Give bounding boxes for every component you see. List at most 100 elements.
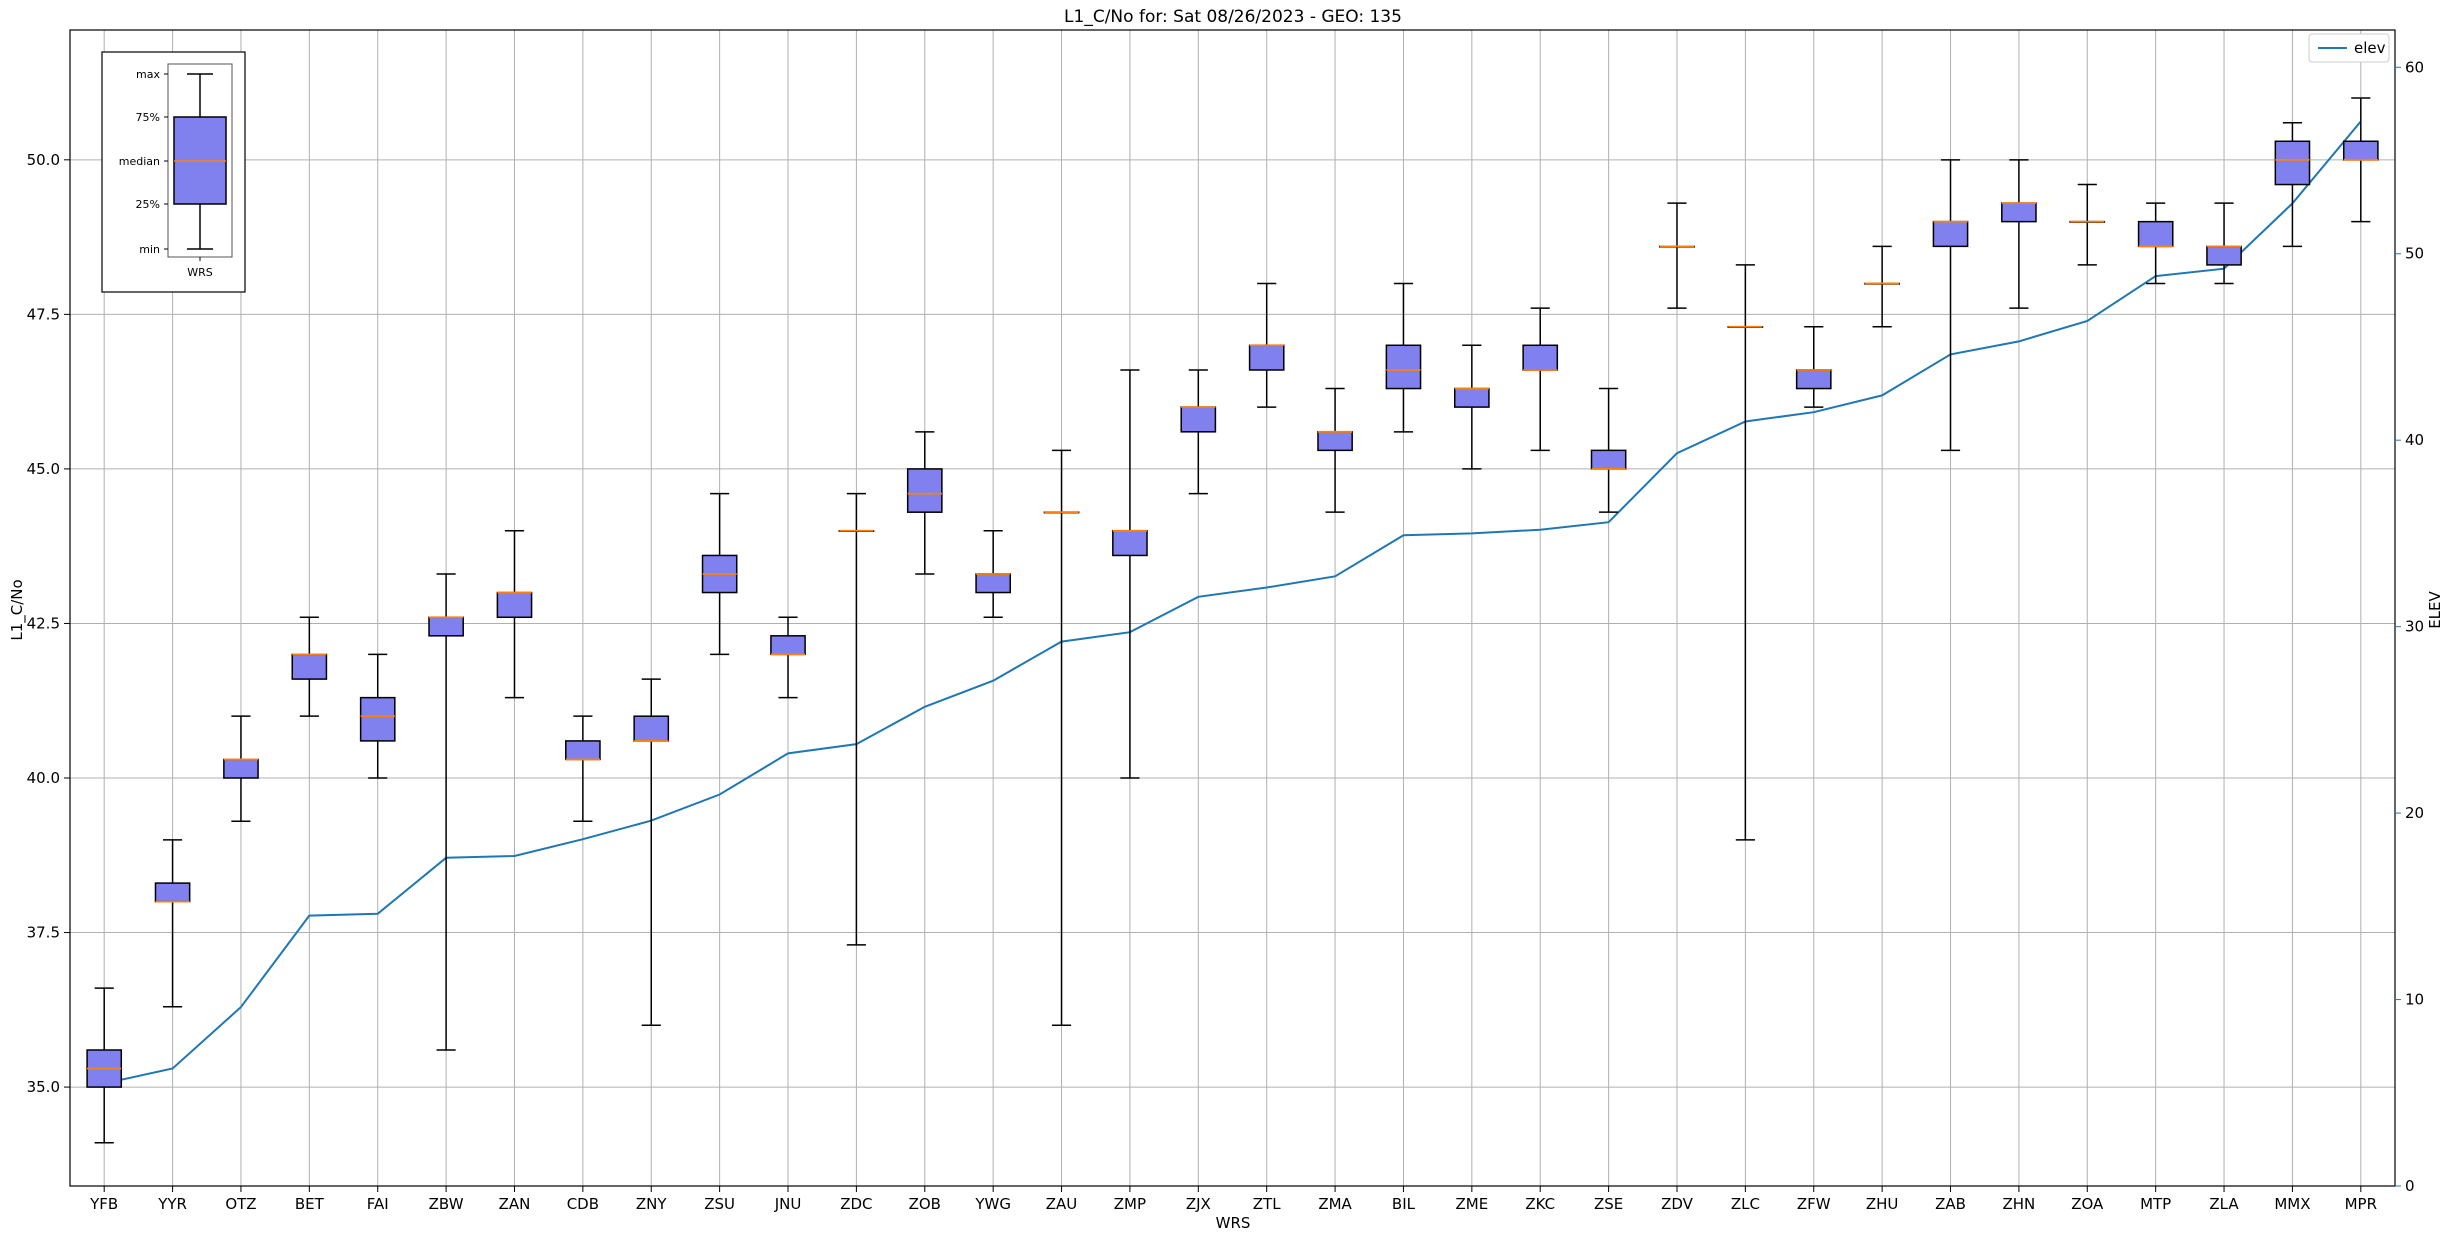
x-tick-label: ZDC — [840, 1195, 872, 1213]
box-ZLA — [2206, 202, 2242, 285]
box-CDB — [565, 715, 601, 823]
box-ZAU — [1043, 449, 1080, 1027]
box-body — [1795, 369, 1832, 390]
inset-label-max: max — [136, 68, 160, 81]
right-y-tick-label: 10 — [2405, 991, 2424, 1009]
y-tick-label: 45.0 — [27, 460, 60, 478]
inset-label-min: min — [139, 243, 160, 256]
x-tick-label: MMX — [2274, 1195, 2310, 1213]
box-ZOB — [906, 431, 943, 575]
right-y-tick-label: 20 — [2405, 804, 2424, 822]
box-FAI — [359, 653, 396, 779]
y-tick-label: 50.0 — [27, 151, 60, 169]
box-ZDV — [1659, 202, 1695, 309]
box-body — [906, 468, 943, 513]
box-ZHU — [1864, 245, 1900, 328]
box-body — [770, 635, 806, 656]
x-tick-label: OTZ — [225, 1195, 256, 1213]
box-body — [565, 740, 601, 761]
box-MMX — [2274, 121, 2311, 248]
box-BIL — [1385, 282, 1422, 433]
x-tick-label: JNU — [774, 1195, 802, 1213]
box-body — [2342, 140, 2379, 161]
x-tick-label: ZSU — [704, 1195, 735, 1213]
right-y-tick-label: 0 — [2405, 1177, 2415, 1195]
x-tick-label: ZFW — [1797, 1195, 1831, 1213]
box-body — [1590, 449, 1627, 470]
box-JNU — [770, 616, 806, 699]
x-axis-label: WRS — [1216, 1214, 1251, 1232]
box-ZMA — [1317, 387, 1353, 513]
x-tick-label: ZAN — [499, 1195, 531, 1213]
box-body — [496, 591, 533, 619]
box-body — [633, 715, 670, 742]
x-tick-label: ZAB — [1935, 1195, 1966, 1213]
box-ZLC — [1727, 264, 1764, 841]
box-body — [2137, 220, 2174, 248]
x-tick-label: YYR — [157, 1195, 187, 1213]
legend-label-elev: elev — [2354, 39, 2386, 57]
box-body — [1385, 344, 1422, 390]
inset-x-label: WRS — [187, 266, 213, 279]
box-body — [223, 758, 259, 779]
right-y-tick-label: 40 — [2405, 431, 2424, 449]
box-BET — [291, 616, 328, 717]
legend-frame — [2308, 33, 2390, 63]
x-tick-label: ZJX — [1186, 1195, 1211, 1213]
box-ZDC — [838, 492, 875, 946]
x-tick-label: ZLC — [1731, 1195, 1760, 1213]
box-ZKC — [1522, 307, 1559, 452]
box-body — [1522, 344, 1559, 371]
x-tick-label: ZOA — [2071, 1195, 2104, 1213]
box-ZSU — [701, 492, 738, 656]
x-tick-label: ZNY — [636, 1195, 667, 1213]
x-tick-label: YFB — [89, 1195, 118, 1213]
box-body — [1453, 387, 1490, 408]
box-YWG — [975, 529, 1012, 619]
box-body — [975, 573, 1012, 594]
x-tick-label: ZMA — [1318, 1195, 1352, 1213]
box-ZNY — [633, 678, 670, 1027]
x-tick-label: ZMP — [1114, 1195, 1146, 1213]
x-tick-label: ZHU — [1866, 1195, 1899, 1213]
box-body — [2001, 202, 2037, 223]
x-tick-label: ZBW — [429, 1195, 464, 1213]
box-body — [2206, 245, 2242, 266]
y-tick-label: 42.5 — [27, 614, 60, 632]
box-body — [1112, 529, 1148, 557]
box-OTZ — [223, 715, 259, 823]
box-ZTL — [1248, 282, 1285, 408]
y-tick-label: 40.0 — [27, 769, 60, 787]
box-ZAB — [1932, 159, 1969, 452]
right-y-axis-label: ELEV — [2426, 590, 2444, 628]
box-body — [1932, 220, 1969, 248]
x-tick-label: ZHN — [2003, 1195, 2036, 1213]
x-tick-label: ZLA — [2209, 1195, 2239, 1213]
box-body — [154, 882, 191, 903]
x-tick-label: YWG — [974, 1195, 1011, 1213]
box-body — [428, 616, 464, 637]
y-tick-label: 35.0 — [27, 1078, 60, 1096]
x-tick-label: ZDV — [1661, 1195, 1694, 1213]
chart-title: L1_C/No for: Sat 08/26/2023 - GEO: 135 — [1064, 7, 1402, 27]
box-ZHN — [2001, 159, 2037, 309]
box-ZAN — [496, 529, 533, 699]
plot-frame — [69, 29, 2396, 1187]
x-tick-label: BET — [295, 1195, 325, 1213]
inset-label-median: median — [119, 155, 160, 168]
box-YYR — [154, 839, 191, 1008]
x-tick-label: ZSE — [1594, 1195, 1623, 1213]
box-body — [359, 696, 396, 742]
right-y-tick-label: 30 — [2405, 618, 2424, 636]
box-MTP — [2137, 202, 2174, 285]
box-MPR — [2342, 97, 2379, 223]
x-tick-label: MPR — [2345, 1195, 2377, 1213]
x-tick-label: ZOB — [909, 1195, 941, 1213]
y-axis-label: L1_C/No — [8, 579, 27, 640]
box-ZME — [1453, 344, 1490, 470]
box-layer — [86, 97, 2379, 1144]
x-tick-label: BIL — [1392, 1195, 1416, 1213]
y-tick-label: 37.5 — [27, 924, 60, 942]
